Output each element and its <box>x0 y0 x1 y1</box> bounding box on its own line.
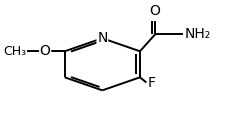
Text: N: N <box>97 31 107 45</box>
Text: NH₂: NH₂ <box>184 27 211 41</box>
Text: O: O <box>150 4 161 18</box>
Text: F: F <box>148 75 156 89</box>
Text: O: O <box>40 44 51 58</box>
Text: CH₃: CH₃ <box>3 45 26 58</box>
